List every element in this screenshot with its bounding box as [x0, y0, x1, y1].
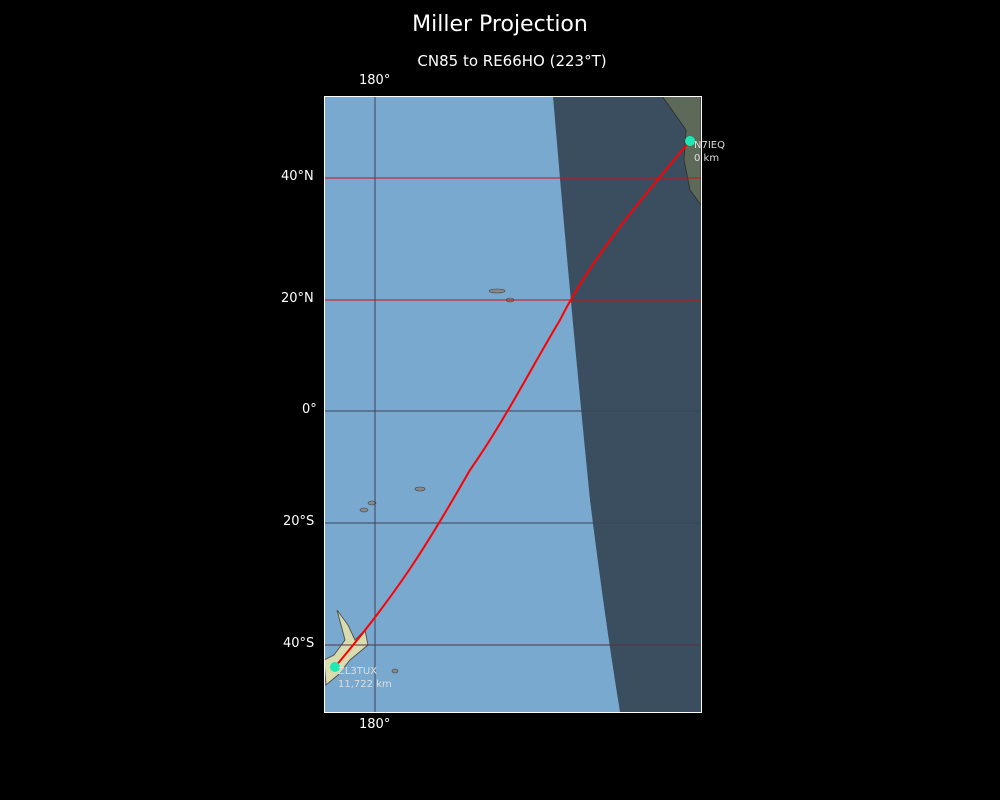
station-label-zl3tux: ZL3TUX 11,722 km	[338, 665, 392, 691]
station-call: N7IEQ	[694, 140, 725, 151]
map-title: Miller Projection	[412, 12, 588, 37]
great-circle-path	[334, 140, 691, 668]
map-subtitle: CN85 to RE66HO (223°T)	[417, 52, 607, 70]
lat-label: 0°	[302, 402, 317, 417]
station-call: ZL3TUX	[338, 666, 378, 677]
lon-label-bottom: 180°	[359, 717, 391, 732]
islands	[359, 288, 515, 674]
station-distance: 0 km	[694, 153, 720, 164]
lat-label: 20°S	[283, 514, 315, 529]
station-marker-n7ieq[interactable]	[685, 136, 695, 146]
lat-label: 40°N	[281, 169, 314, 184]
station-marker-zl3tux[interactable]	[330, 662, 340, 672]
lat-label: 20°N	[281, 291, 314, 306]
map-frame	[324, 96, 702, 713]
station-label-n7ieq: N7IEQ 0 km	[694, 139, 725, 165]
graticule	[324, 96, 701, 712]
night-shading	[553, 96, 701, 712]
lon-label-top: 180°	[359, 73, 391, 88]
station-distance: 11,722 km	[338, 679, 392, 690]
lat-label: 40°S	[283, 636, 315, 651]
